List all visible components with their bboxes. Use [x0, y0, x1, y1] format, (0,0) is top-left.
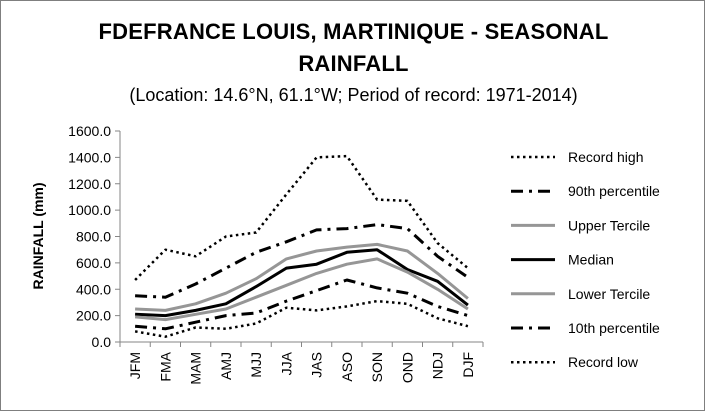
series-line-10th-percentile — [134, 278, 469, 331]
y-tick-label: 400.0 — [76, 281, 111, 297]
legend-label-lower-tercile: Lower Tercile — [568, 286, 650, 302]
y-tick-label: 0.0 — [92, 334, 112, 350]
legend-label-90th-percentile: 90th percentile — [568, 183, 660, 199]
x-tick-label: NDJ — [430, 352, 446, 379]
x-tick-label: MJJ — [248, 352, 264, 378]
legend-label-record-high: Record high — [568, 149, 644, 165]
x-tick-label: JAS — [309, 352, 325, 378]
x-tick-label: JJA — [278, 351, 294, 375]
legend-label-record-low: Record low — [568, 354, 639, 370]
series-line-90th-percentile — [135, 223, 469, 299]
legend-label-median: Median — [568, 252, 614, 268]
x-tick-label: FMA — [157, 351, 173, 381]
x-tick-label: OND — [399, 352, 415, 383]
legend-label-10th-percentile: 10th percentile — [568, 320, 660, 336]
series-line-record-high — [134, 154, 469, 281]
y-tick-label: 200.0 — [76, 308, 111, 324]
y-axis-label: RAINFALL (mm) — [30, 182, 46, 289]
chart-title-line2: RAINFALL — [298, 51, 409, 76]
x-tick-label: JFM — [127, 352, 143, 379]
series-line-median — [135, 248, 469, 318]
y-tick-label: 1200.0 — [68, 176, 111, 192]
series-line-lower-tercile — [134, 257, 469, 322]
x-tick-label: MAM — [188, 352, 204, 385]
y-tick-label: 1400.0 — [68, 149, 111, 165]
legend-label-upper-tercile: Upper Tercile — [568, 217, 650, 233]
y-tick-label: 1600.0 — [68, 123, 111, 139]
x-tick-label: AMJ — [218, 352, 234, 380]
x-tick-label: ASO — [339, 352, 355, 382]
y-axis-ticks: 0.0 200.0 400.0 600.0 800.0 1000.0 1200.0 1400.… — [68, 123, 120, 350]
chart-legend: Record high 90th percentile Upper Tercile M… — [511, 149, 660, 370]
chart-axes — [119, 131, 483, 343]
series-line-upper-tercile — [135, 242, 469, 312]
x-axis-ticks: JFM FMA MAM AMJ MJJ JJA JAS ASO SON OND NDJ DJF — [119, 342, 484, 385]
chart-subtitle: (Location: 14.6°N, 61.1°W; Period of rec… — [129, 85, 578, 105]
x-tick-label: DJF — [460, 352, 476, 378]
chart-series-lines — [134, 154, 469, 338]
y-tick-label: 1000.0 — [68, 202, 111, 218]
x-tick-label: SON — [369, 352, 385, 382]
chart-title-line1: FDEFRANCE LOUIS, MARTINIQUE - SEASONAL — [98, 19, 609, 44]
y-tick-label: 800.0 — [76, 229, 111, 245]
y-tick-label: 600.0 — [76, 255, 111, 271]
